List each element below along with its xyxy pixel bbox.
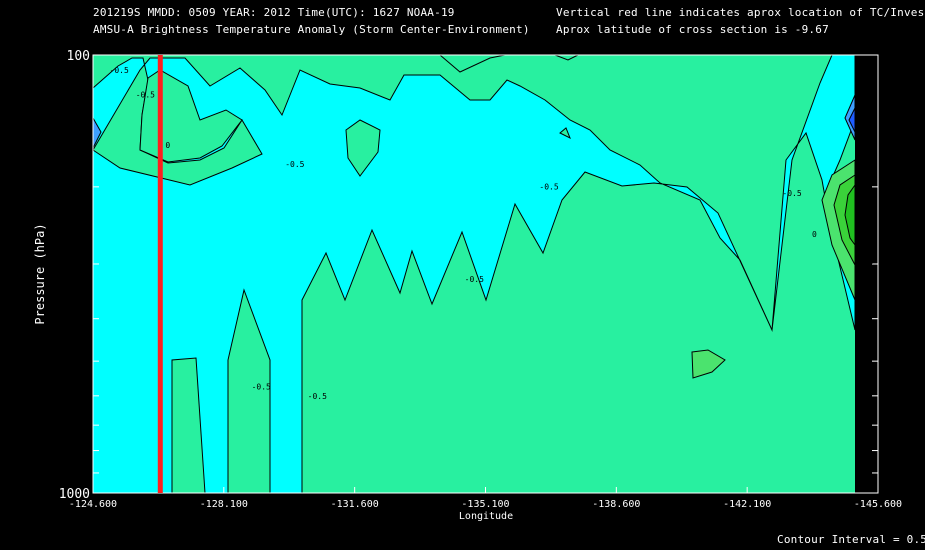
contour-fill-plus-half-low <box>691 349 726 379</box>
contour-label: -0.5 <box>110 66 129 75</box>
contour-label: -0.5 <box>252 382 271 391</box>
contour-fill-zero-pocket-a <box>345 119 381 177</box>
chart-title: AMSU-A Brightness Temperature Anomaly (S… <box>93 23 530 36</box>
x-tick-label: -135.100 <box>461 499 509 510</box>
contour-fill-minus-onehalf-right <box>848 107 856 133</box>
contour-label: 1 <box>864 297 869 306</box>
contour-label: -0.5 <box>136 90 155 99</box>
contour-labels: -0.5 -0.5 0 -0.5 -0.5 -0.5 -0.5 -0.5 -0.5 0 0.5 1 <box>110 66 875 401</box>
y-axis-label: Pressure (hPa) <box>33 223 47 324</box>
y-tick-label: 1000 <box>59 487 90 502</box>
contour-label: 0 <box>812 230 817 239</box>
contour-fill-plus-onehalf-right <box>844 183 856 247</box>
contour-label: -0.5 <box>465 275 484 284</box>
x-tick-label: -138.600 <box>592 499 640 510</box>
contour-label: 0.5 <box>860 257 875 266</box>
x-tick-label: -124.600 <box>69 499 117 510</box>
contour-fill-zero-pocket-b <box>559 127 571 140</box>
y-tick-label: 100 <box>67 49 90 64</box>
contour-label: -0.5 <box>285 160 304 169</box>
contour-label: -0.5 <box>308 392 327 401</box>
x-tick-label: -145.600 <box>854 499 902 510</box>
contour-interval-label: Contour Interval = 0.5K <box>777 533 925 546</box>
x-axis-label: Longitude <box>459 511 513 522</box>
header-info-line: 201219S MMDD: 0509 YEAR: 2012 Time(UTC):… <box>93 6 455 19</box>
x-tick-label: -131.600 <box>331 499 379 510</box>
contour-label: -0.5 <box>539 183 558 192</box>
storm-line-note: Vertical red line indicates aprox locati… <box>556 6 925 19</box>
x-axis-ticks: -124.600 -128.100 -131.600 -135.100 -138.600… <box>69 487 902 510</box>
x-tick-label: -142.100 <box>723 499 771 510</box>
contour-fill-minus-half <box>92 54 856 494</box>
latitude-note: Aprox latitude of cross section is -9.67 <box>556 23 829 36</box>
x-tick-label: -128.100 <box>200 499 248 510</box>
contour-label: -0.5 <box>782 189 801 198</box>
contour-fills <box>92 54 856 494</box>
contour-label: 0 <box>165 141 170 150</box>
